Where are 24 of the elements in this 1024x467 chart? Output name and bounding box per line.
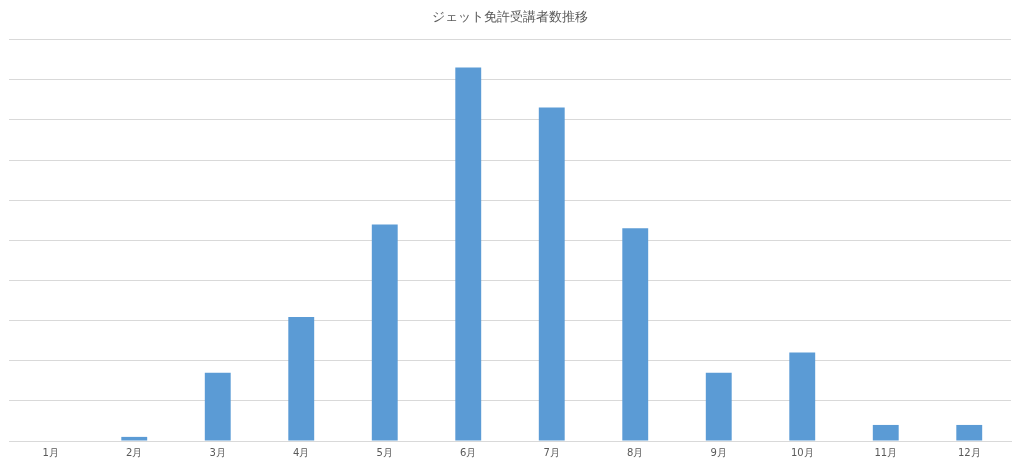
x-tick-label: 8月 [627,446,644,458]
x-tick-label: 9月 [710,446,727,458]
bar [789,352,816,441]
bar [371,224,398,441]
bar [538,107,565,441]
bar [872,424,899,441]
x-tick-label: 6月 [460,446,477,458]
x-tick-label: 4月 [293,446,310,458]
x-tick-label: 3月 [209,446,226,458]
bar [956,424,983,441]
bar [204,372,231,441]
bar [622,228,649,441]
x-tick-label: 12月 [957,446,981,458]
x-tick-label: 1月 [42,446,59,458]
x-tick-label: 5月 [376,446,393,458]
x-tick-label: 10月 [790,446,814,458]
bar [455,67,482,441]
bar [705,372,732,441]
bar [121,436,148,441]
x-tick-label: 7月 [543,446,560,458]
x-tick-label: 11月 [874,446,898,458]
x-tick-label: 2月 [126,446,143,458]
chart-title: ジェット免許受講者数推移 [432,9,588,25]
bar [288,317,315,441]
